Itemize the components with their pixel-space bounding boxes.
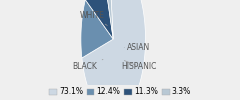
Text: WHITE: WHITE [79, 11, 107, 26]
Legend: 73.1%, 12.4%, 11.3%, 3.3%: 73.1%, 12.4%, 11.3%, 3.3% [48, 87, 192, 97]
Polygon shape [103, 0, 113, 39]
Text: BLACK: BLACK [72, 60, 103, 71]
Polygon shape [85, 0, 113, 39]
Polygon shape [81, 0, 113, 58]
Text: HISPANIC: HISPANIC [121, 60, 156, 71]
Text: ASIAN: ASIAN [124, 43, 150, 52]
Polygon shape [82, 0, 145, 100]
